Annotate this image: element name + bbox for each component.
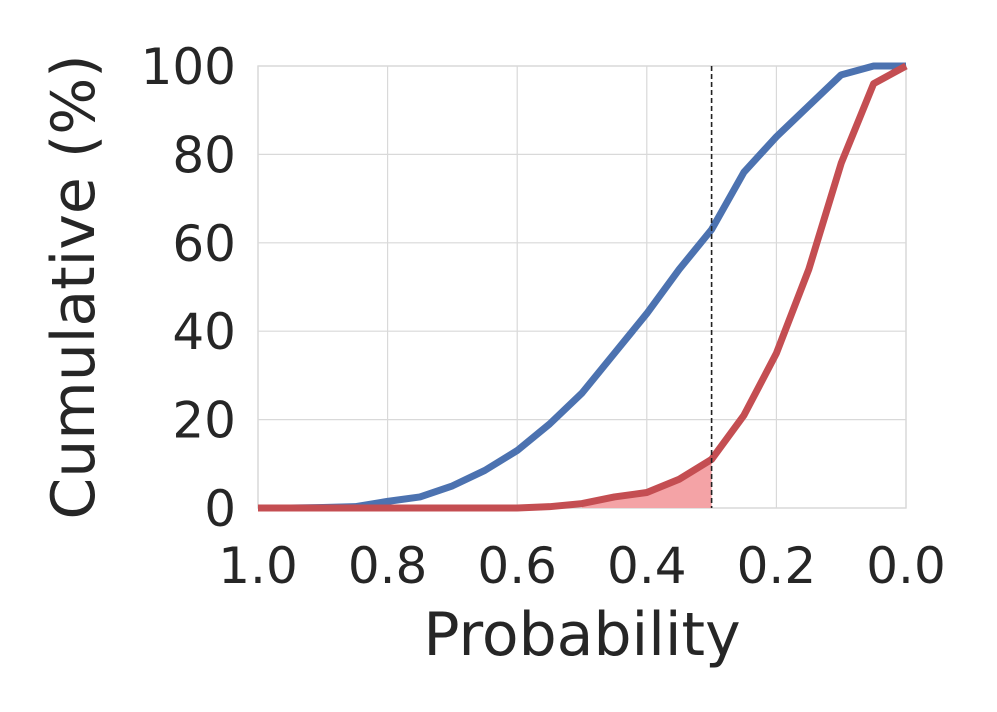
x-tick-label: 0.6 — [477, 537, 557, 595]
grid-lines — [257, 65, 907, 509]
x-tick-label: 0.4 — [607, 537, 687, 595]
x-tick-label: 0.8 — [348, 537, 428, 595]
series-line-2 — [258, 62, 908, 512]
x-tick-label: 0.0 — [866, 537, 946, 595]
series-lines — [258, 62, 908, 512]
x-axis-ticks: 1.0 0.8 0.6 0.4 0.2 0.0 — [218, 537, 946, 595]
y-tick-label: 0 — [204, 480, 236, 538]
y-tick-label: 20 — [172, 392, 236, 450]
y-axis-ticks: 0 20 40 60 80 100 — [141, 38, 236, 538]
y-tick-label: 100 — [141, 38, 236, 96]
y-tick-label: 60 — [172, 215, 236, 273]
y-tick-label: 40 — [172, 303, 236, 361]
x-axis-title: Probability — [423, 600, 740, 670]
y-tick-label: 80 — [172, 126, 236, 184]
x-tick-label: 1.0 — [218, 537, 298, 595]
y-axis-title: Cumulative (%) — [39, 54, 109, 519]
shaded-region — [582, 459, 712, 508]
x-tick-label: 0.2 — [737, 537, 817, 595]
